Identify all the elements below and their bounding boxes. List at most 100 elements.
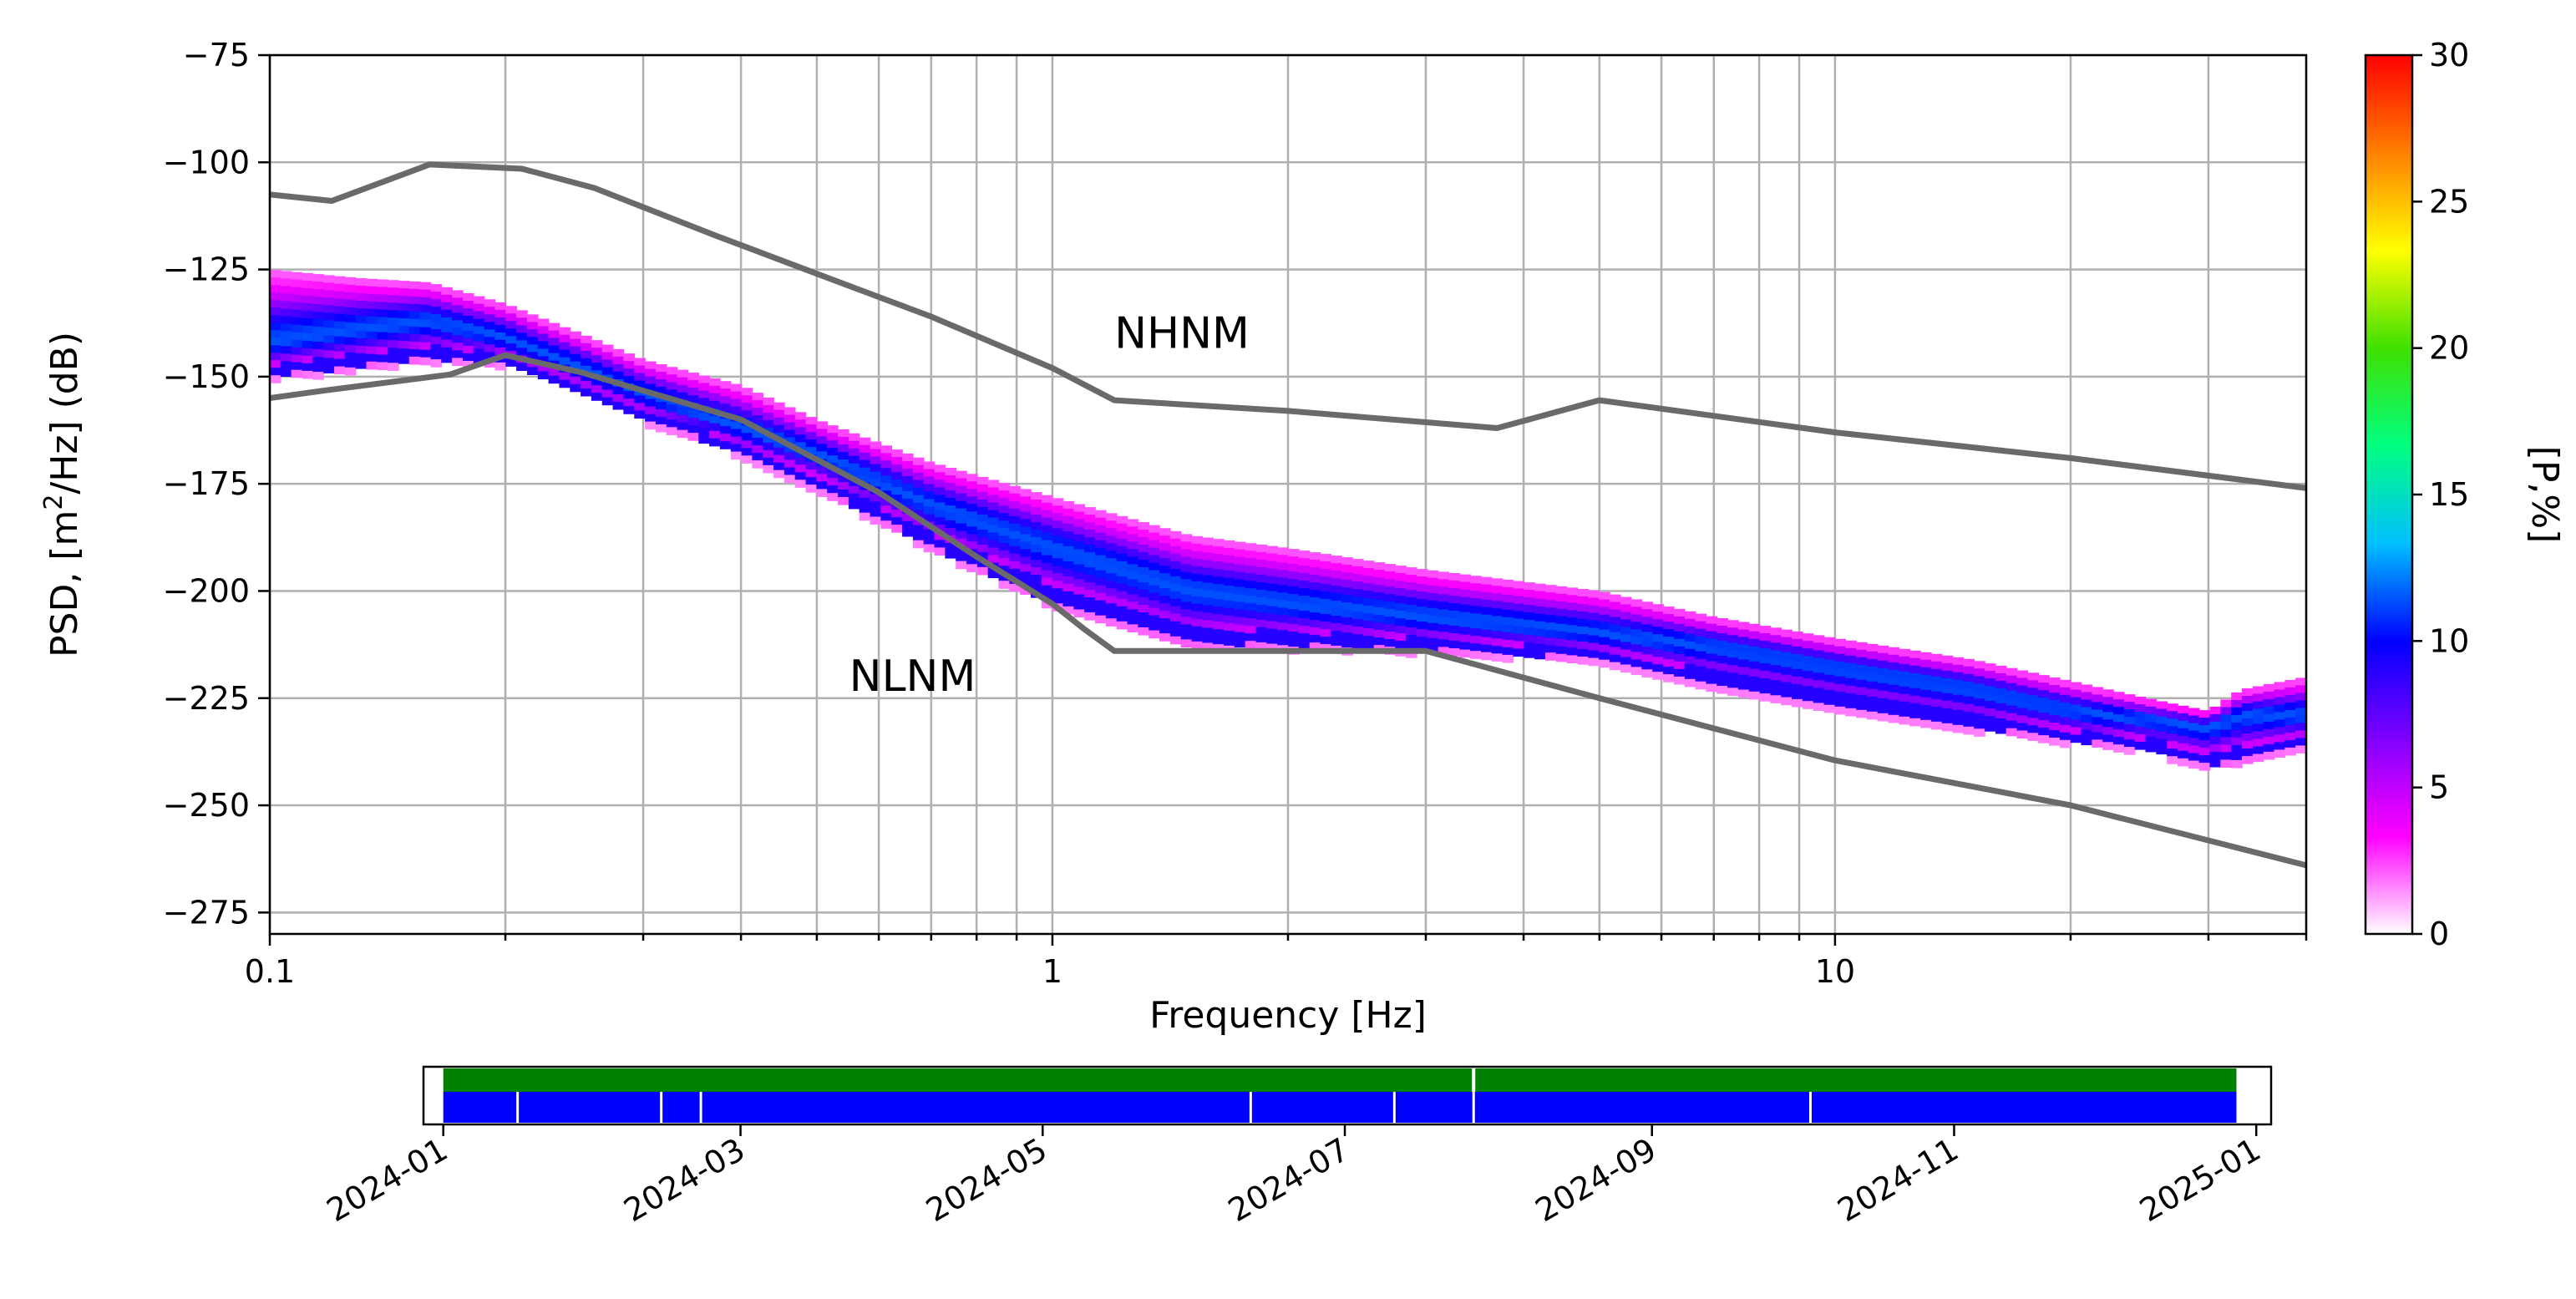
density-cell — [366, 323, 378, 332]
density-cell — [1663, 659, 1675, 667]
density-cell — [1609, 601, 1621, 611]
density-cell — [1384, 601, 1397, 610]
density-cell — [1909, 710, 1921, 719]
density-cell — [1491, 616, 1504, 624]
density-cell — [1792, 646, 1803, 655]
density-cell — [709, 415, 721, 424]
density-cell — [1963, 703, 1975, 713]
density-cell — [1599, 591, 1610, 601]
density-cell — [1684, 656, 1696, 665]
density-cell — [2274, 682, 2286, 690]
density-cell — [484, 314, 496, 322]
density-cell — [1866, 666, 1879, 675]
density-cell — [1320, 622, 1332, 630]
density-cell — [1706, 616, 1717, 625]
density-cell — [1502, 639, 1514, 648]
density-cell — [1149, 585, 1160, 594]
density-cell — [1792, 691, 1803, 700]
density-cell — [1395, 611, 1407, 619]
density-cell — [848, 448, 860, 457]
density-cell — [2167, 748, 2178, 757]
density-cell — [2145, 743, 2158, 753]
density-cell — [719, 441, 732, 449]
density-cell — [1448, 588, 1461, 596]
density-cell — [666, 404, 678, 413]
density-cell — [1609, 639, 1621, 648]
density-cell — [323, 312, 335, 321]
density-cell — [398, 281, 410, 289]
density-cell — [2006, 728, 2018, 737]
density-cell — [1856, 702, 1868, 711]
density-cell — [2059, 717, 2071, 726]
density-cell — [1813, 665, 1825, 673]
density-cell — [1234, 632, 1246, 641]
density-cell — [1856, 657, 1868, 666]
density-cell — [1288, 549, 1300, 557]
density-cell — [2295, 685, 2306, 693]
density-cell — [1609, 609, 1621, 618]
density-cell — [1513, 611, 1525, 620]
density-cell — [2006, 690, 2018, 699]
density-cell — [2049, 685, 2061, 693]
density-cell — [1331, 623, 1342, 632]
density-cell — [1127, 601, 1139, 610]
density-cell — [1834, 683, 1846, 693]
density-cell — [1149, 615, 1160, 624]
density-cell — [1845, 677, 1857, 687]
density-cell — [1566, 595, 1579, 603]
colorbar-tick-label: 25 — [2429, 183, 2469, 220]
density-cell — [1288, 571, 1300, 580]
density-cell — [1020, 571, 1032, 580]
density-cell — [1577, 627, 1590, 635]
density-cell — [698, 390, 710, 399]
density-cell — [2274, 727, 2286, 735]
density-cell — [1395, 573, 1407, 581]
density-cell — [1727, 650, 1739, 658]
density-cell — [2092, 732, 2103, 740]
density-cell — [1737, 644, 1750, 653]
density-cell — [891, 495, 903, 503]
density-cell — [302, 302, 314, 312]
density-cell — [516, 348, 528, 356]
density-cell — [880, 513, 892, 521]
density-cell — [934, 472, 946, 480]
density-cell — [783, 429, 796, 439]
density-cell — [923, 461, 936, 470]
density-cell — [1941, 677, 1954, 687]
density-cell — [270, 307, 281, 316]
density-cell — [398, 326, 410, 334]
density-cell — [945, 483, 956, 491]
density-cell — [2092, 702, 2103, 710]
density-cell — [1930, 676, 1943, 685]
density-cell — [2220, 744, 2232, 753]
density-cell — [923, 499, 936, 508]
density-cell — [1095, 510, 1107, 519]
density-cell — [1491, 623, 1504, 632]
density-cell — [2134, 712, 2147, 720]
density-cell — [1341, 580, 1353, 588]
density-cell — [623, 353, 635, 362]
density-cell — [323, 358, 335, 366]
density-cell — [987, 517, 1000, 526]
density-cell — [1384, 594, 1397, 602]
density-cell — [1470, 576, 1482, 584]
density-cell — [838, 452, 849, 460]
density-cell — [666, 412, 678, 420]
density-cell — [1684, 678, 1696, 688]
density-cell — [1920, 719, 1932, 728]
density-cell — [666, 374, 678, 383]
density-cell — [2252, 716, 2264, 725]
density-cell — [1406, 620, 1417, 628]
density-cell — [730, 429, 743, 438]
density-cell — [1105, 558, 1118, 566]
density-cell — [1417, 614, 1428, 622]
density-cell — [2006, 675, 2018, 684]
density-cell — [1577, 604, 1590, 612]
density-cell — [430, 284, 443, 292]
density-cell — [419, 334, 432, 343]
density-cell — [902, 460, 914, 469]
density-cell — [1105, 581, 1118, 589]
density-cell — [2242, 703, 2254, 712]
density-cell — [1770, 635, 1782, 643]
density-cell — [816, 436, 828, 444]
